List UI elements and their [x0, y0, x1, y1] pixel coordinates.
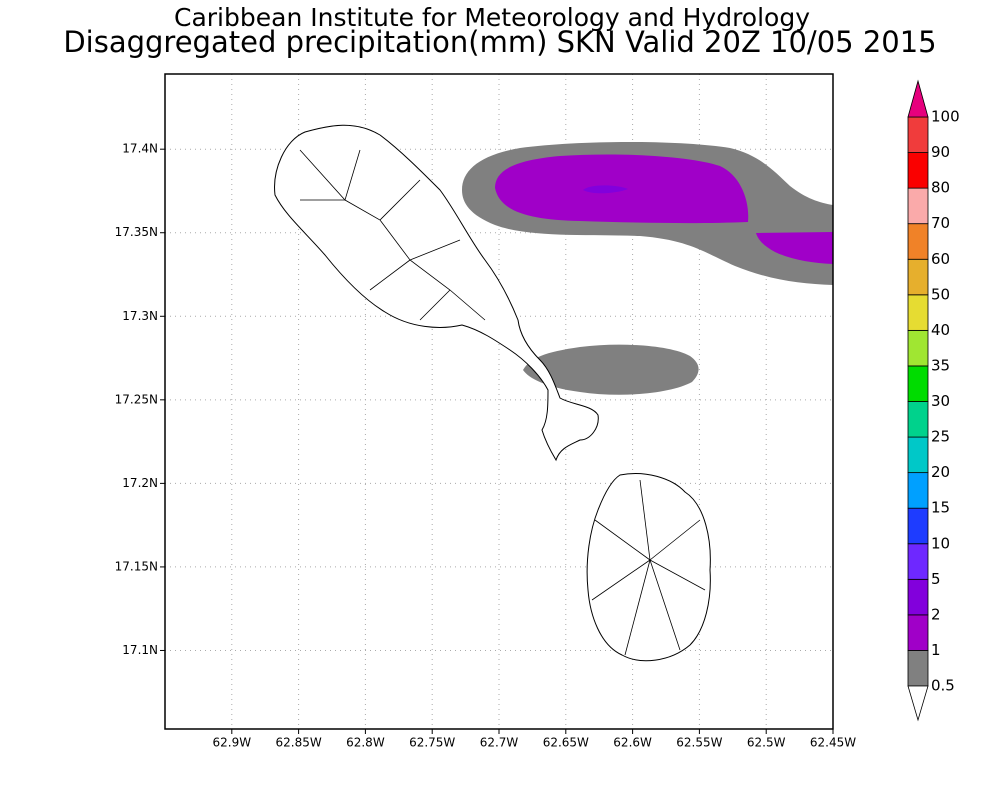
- colorbar-label: 25: [931, 428, 950, 446]
- colorbar-label: 100: [931, 108, 960, 126]
- colorbar-band: [907, 365, 929, 402]
- island-nevis: [586, 473, 711, 662]
- colorbar-band: [907, 401, 929, 438]
- x-tick-label: 62.65W: [543, 736, 589, 750]
- colorbar-label: 10: [931, 534, 950, 552]
- colorbar-band: [907, 472, 929, 509]
- plot-area: 62.9W 62.85W 62.8W 62.75W 62.7W 62.65W 62.6W 62…: [115, 73, 857, 750]
- colorbar-label: 0.5: [931, 677, 955, 695]
- x-tick-label: 62.5W: [747, 736, 786, 750]
- colorbar-label: 35: [931, 356, 950, 374]
- y-tick-label: 17.1N: [122, 643, 158, 657]
- colorbar-label: 20: [931, 463, 950, 481]
- y-tick-label: 17.25N: [115, 392, 158, 406]
- colorbar-label: 90: [931, 143, 950, 161]
- colorbar-band: [907, 329, 929, 367]
- axis-ticks: 62.9W 62.85W 62.8W 62.75W 62.7W 62.65W 62.6W 62…: [115, 142, 857, 750]
- colorbar-label: 30: [931, 392, 950, 410]
- colorbar-band: [907, 436, 929, 474]
- colorbar-band: [907, 152, 929, 189]
- colorbar-band: [907, 650, 929, 687]
- colorbar-band: [907, 507, 929, 545]
- colorbar-band: [907, 578, 929, 616]
- y-tick-label: 17.3N: [122, 309, 158, 323]
- colorbar-under-arrow: [907, 685, 929, 722]
- colorbar-band: [907, 223, 929, 260]
- y-tick-label: 17.35N: [115, 225, 158, 239]
- precip-region: [583, 185, 628, 194]
- colorbar-band: [907, 187, 929, 225]
- colorbar-label: 40: [931, 321, 950, 339]
- colorbar-band: [907, 258, 929, 296]
- island-drainage: [299, 149, 486, 321]
- subtitle: Disaggregated precipitation(mm) SKN Vali…: [63, 25, 936, 59]
- y-tick-label: 17.4N: [122, 142, 158, 156]
- y-tick-label: 17.2N: [122, 476, 158, 490]
- x-tick-label: 62.9W: [213, 736, 252, 750]
- x-tick-label: 62.55W: [676, 736, 722, 750]
- colorbar-band: [907, 116, 929, 153]
- x-tick-label: 62.6W: [613, 736, 652, 750]
- colorbar-label: 70: [931, 214, 950, 232]
- colorbar-band: [907, 543, 929, 580]
- x-tick-label: 62.8W: [346, 736, 385, 750]
- precip-region: [523, 344, 699, 395]
- x-tick-label: 62.7W: [480, 736, 519, 750]
- x-tick-label: 62.75W: [409, 736, 455, 750]
- island-drainage: [591, 479, 706, 656]
- colorbar-label: 80: [931, 179, 950, 197]
- colorbar-label: 5: [931, 570, 941, 588]
- island-st-kitts: [274, 124, 599, 462]
- colorbar-label: 15: [931, 499, 950, 517]
- colorbar-band: [907, 614, 929, 651]
- precip-region: [756, 232, 833, 264]
- title: Caribbean Institute for Meteorology and …: [174, 3, 810, 32]
- x-tick-label: 62.85W: [275, 736, 321, 750]
- x-tick-label: 62.45W: [810, 736, 856, 750]
- colorbar-over-arrow: [907, 79, 929, 118]
- colorbar-label: 50: [931, 285, 950, 303]
- colorbar-label: 60: [931, 250, 950, 268]
- colorbar-label: 2: [931, 605, 941, 623]
- y-tick-label: 17.15N: [115, 559, 158, 573]
- colorbar-band: [907, 294, 929, 331]
- colorbar-label: 1: [931, 641, 941, 659]
